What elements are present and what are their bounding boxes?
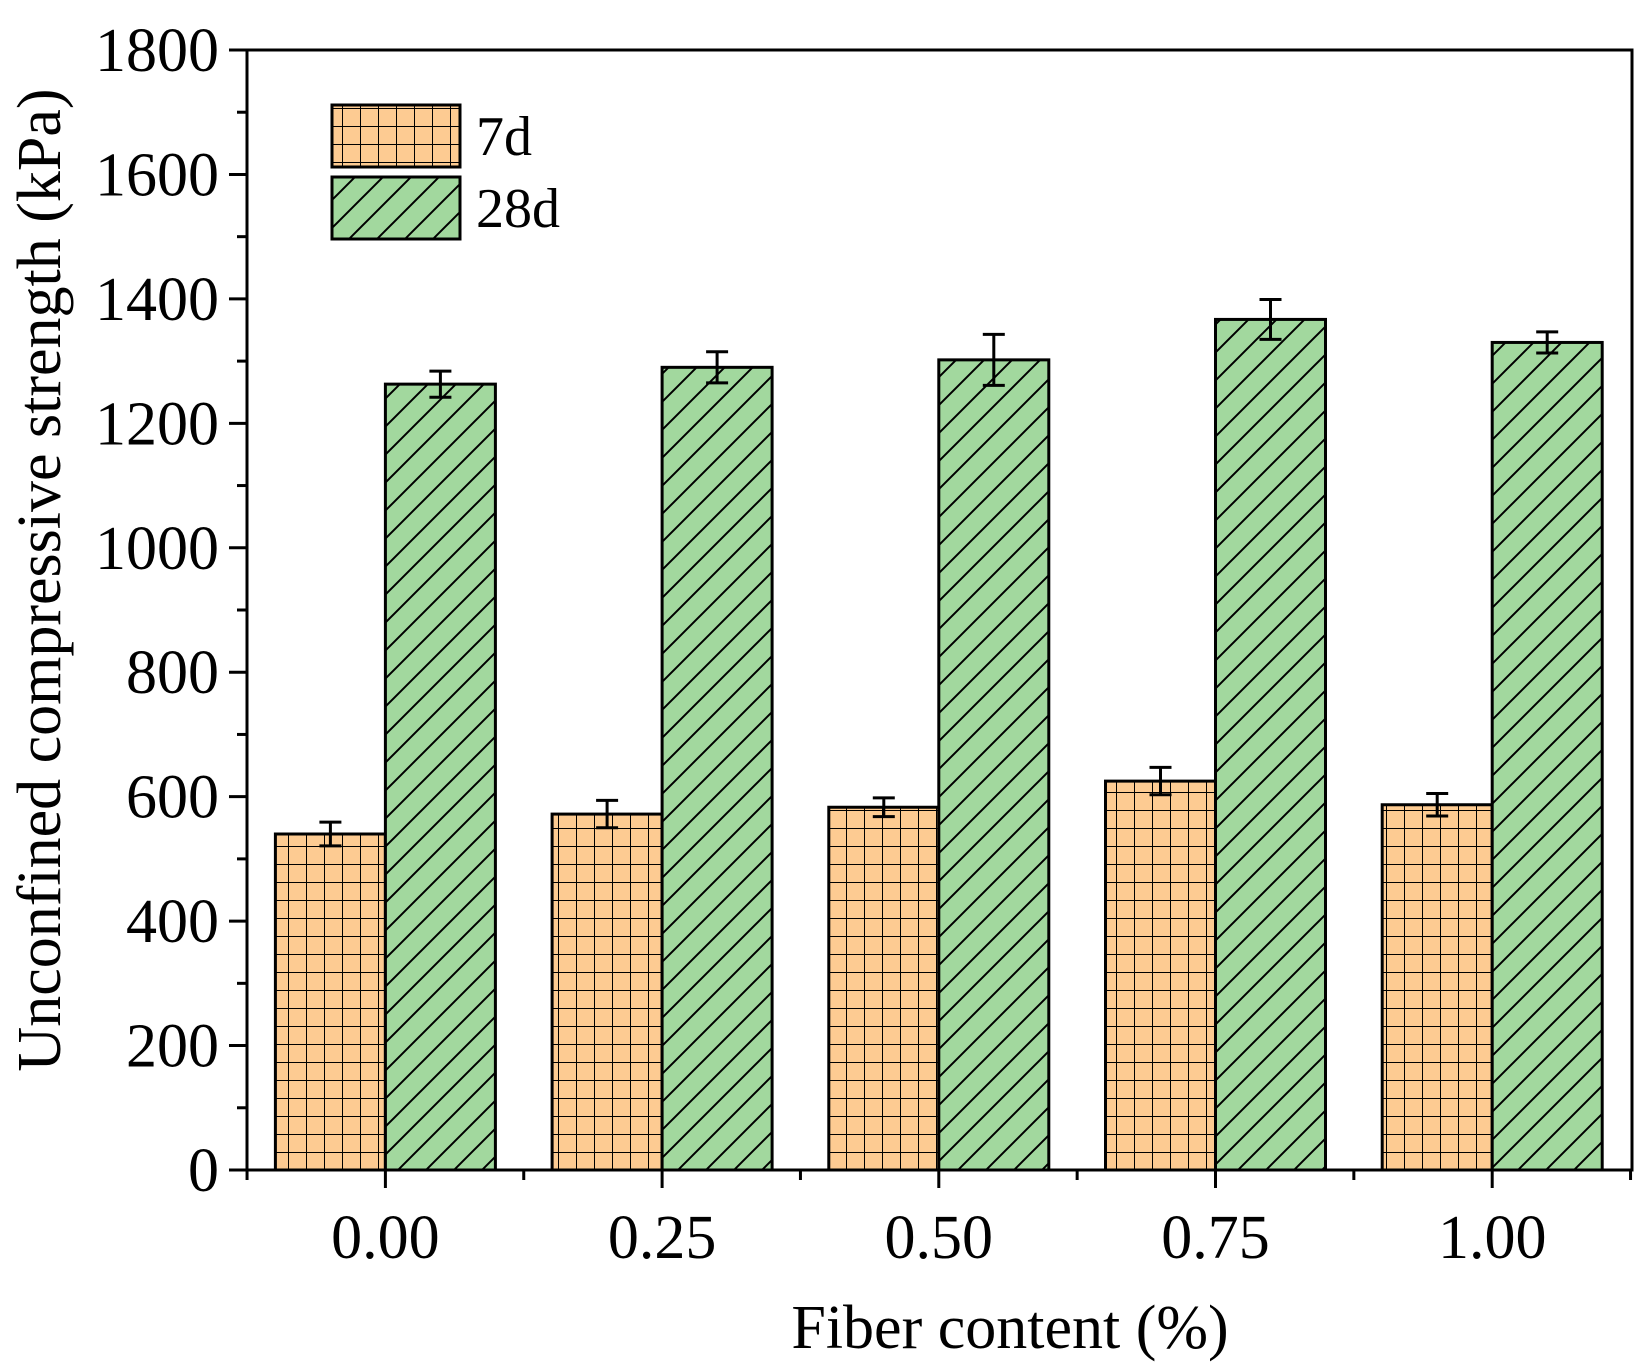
y-tick-label: 1400 bbox=[95, 266, 219, 334]
bar-7d-0.75 bbox=[1104, 779, 1217, 1172]
y-tick-label: 600 bbox=[126, 764, 219, 832]
y-tick-label: 1200 bbox=[95, 390, 219, 458]
legend-label-7d: 7d bbox=[476, 106, 532, 168]
x-tick-label: 0.25 bbox=[608, 1204, 717, 1272]
bar-7d-0.25 bbox=[550, 812, 664, 1172]
y-tick-label: 400 bbox=[126, 888, 219, 956]
legend-label-28d: 28d bbox=[476, 178, 560, 240]
y-tick-label: 1000 bbox=[95, 515, 219, 583]
y-tick-label: 200 bbox=[126, 1013, 219, 1081]
bar-28d-0.50 bbox=[937, 358, 1051, 1172]
y-tick-label: 800 bbox=[126, 639, 219, 707]
bar-28d-0.25 bbox=[660, 365, 774, 1172]
bar-7d-1.00 bbox=[1380, 803, 1494, 1172]
x-tick-label: 0.00 bbox=[331, 1204, 440, 1272]
x-axis-title: Fiber content (%) bbox=[791, 1294, 1228, 1362]
bar-7d-0.50 bbox=[827, 805, 941, 1172]
axes: 0 200 400 600 800 1000 1200 1400 1600 1800 0.00 0.2… bbox=[95, 17, 1634, 1272]
bar-28d-0.00 bbox=[383, 382, 497, 1172]
legend-swatch-7d bbox=[330, 103, 462, 169]
x-tick-label: 0.50 bbox=[885, 1204, 994, 1272]
error-bars bbox=[319, 298, 1559, 848]
y-tick-label: 1600 bbox=[95, 141, 219, 209]
x-tick-label: 1.00 bbox=[1438, 1204, 1547, 1272]
y-axis-title: Unconfined compressive strength (kPa) bbox=[6, 88, 74, 1071]
bar-28d-0.75 bbox=[1214, 317, 1327, 1172]
x-tick-label: 0.75 bbox=[1161, 1204, 1270, 1272]
bar-7d-0.00 bbox=[273, 832, 387, 1172]
bars bbox=[273, 317, 1604, 1172]
y-tick-label: 0 bbox=[188, 1137, 219, 1205]
bar-28d-1.00 bbox=[1490, 340, 1604, 1172]
legend-swatch-28d bbox=[330, 175, 462, 241]
y-tick-label: 1800 bbox=[95, 17, 219, 85]
